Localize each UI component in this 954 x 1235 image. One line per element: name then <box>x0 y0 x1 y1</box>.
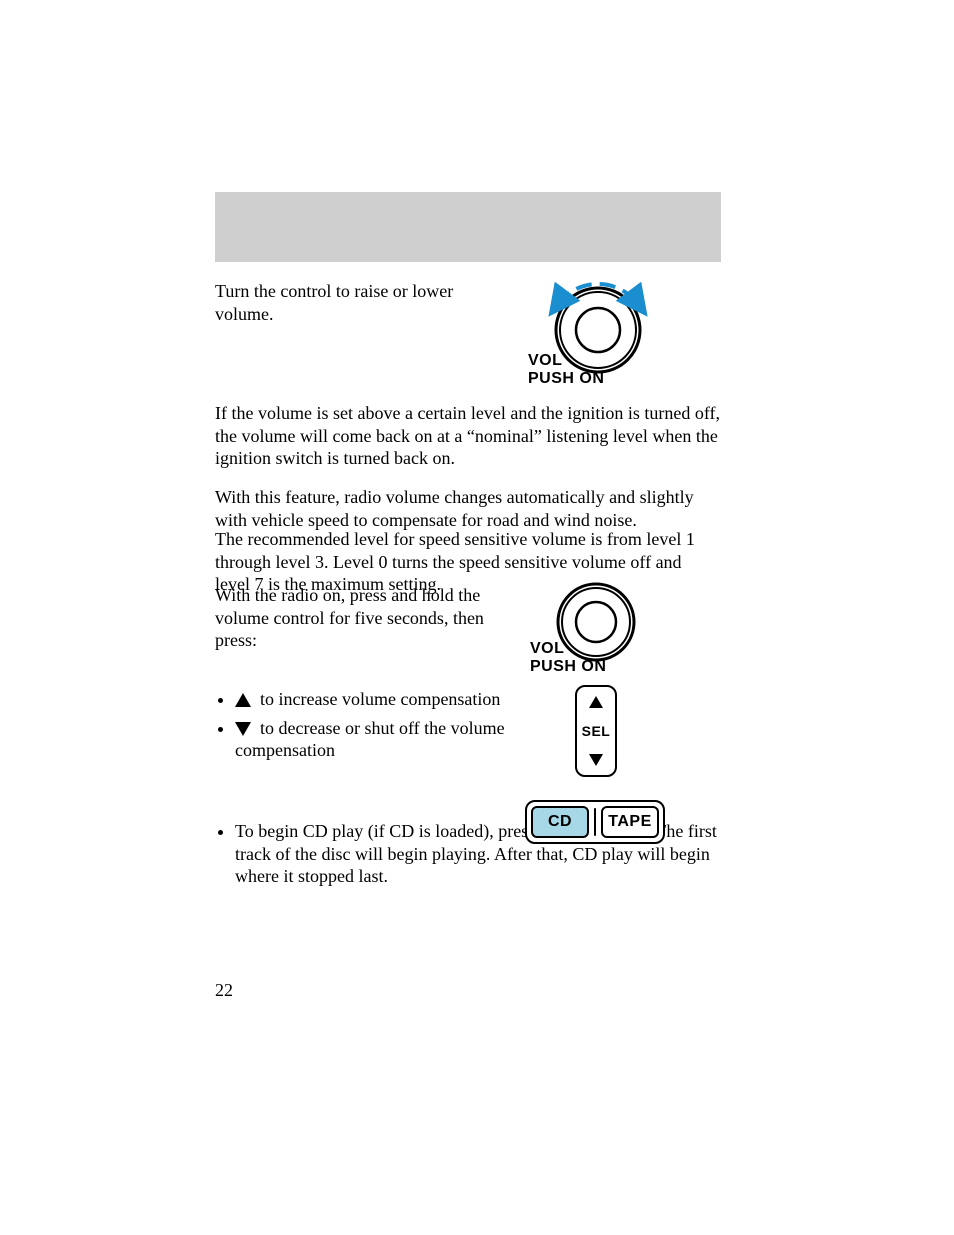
vol-label: VOL <box>528 352 562 370</box>
triangle-down-icon <box>589 754 603 766</box>
sel-button-illustration: SEL <box>575 685 617 777</box>
tape-button-icon: TAPE <box>601 806 659 838</box>
volume-knob-illustration-plain: VOL PUSH ON <box>530 580 650 685</box>
paragraph-volume-intro: Turn the control to raise or lower volum… <box>215 280 515 325</box>
bullet-decrease-text: to decrease or shut off the volume compe… <box>235 718 505 761</box>
paragraph-ssv-intro: With this feature, radio volume changes … <box>215 486 721 531</box>
page: Turn the control to raise or lower volum… <box>0 0 954 1235</box>
vol-label: VOL <box>530 640 564 658</box>
sel-rocker-icon: SEL <box>575 685 617 777</box>
sel-label: SEL <box>577 723 615 739</box>
cd-tape-panel: CD TAPE <box>525 800 665 844</box>
triangle-up-icon <box>235 693 251 707</box>
paragraph-volume-nominal: If the volume is set above a certain lev… <box>215 402 721 470</box>
ssv-bullet-list: to increase volume compensation to decre… <box>215 688 515 768</box>
cd-tape-illustration: CD TAPE <box>525 800 665 844</box>
triangle-up-icon <box>589 696 603 708</box>
paragraph-ssv-adjust: With the radio on, press and hold the vo… <box>215 584 515 652</box>
button-divider <box>594 808 596 836</box>
header-bar <box>215 192 721 262</box>
cd-button-icon: CD <box>531 806 589 838</box>
bullet-increase: to increase volume compensation <box>235 688 515 711</box>
volume-knob-illustration-with-arrows: VOL PUSH ON <box>530 278 660 393</box>
page-number: 22 <box>215 980 233 1001</box>
triangle-down-icon <box>235 722 251 736</box>
bullet-decrease: to decrease or shut off the volume compe… <box>235 717 515 762</box>
push-on-label: PUSH ON <box>530 658 606 676</box>
push-on-label: PUSH ON <box>528 370 604 388</box>
bullet-increase-text: to increase volume compensation <box>260 689 500 709</box>
